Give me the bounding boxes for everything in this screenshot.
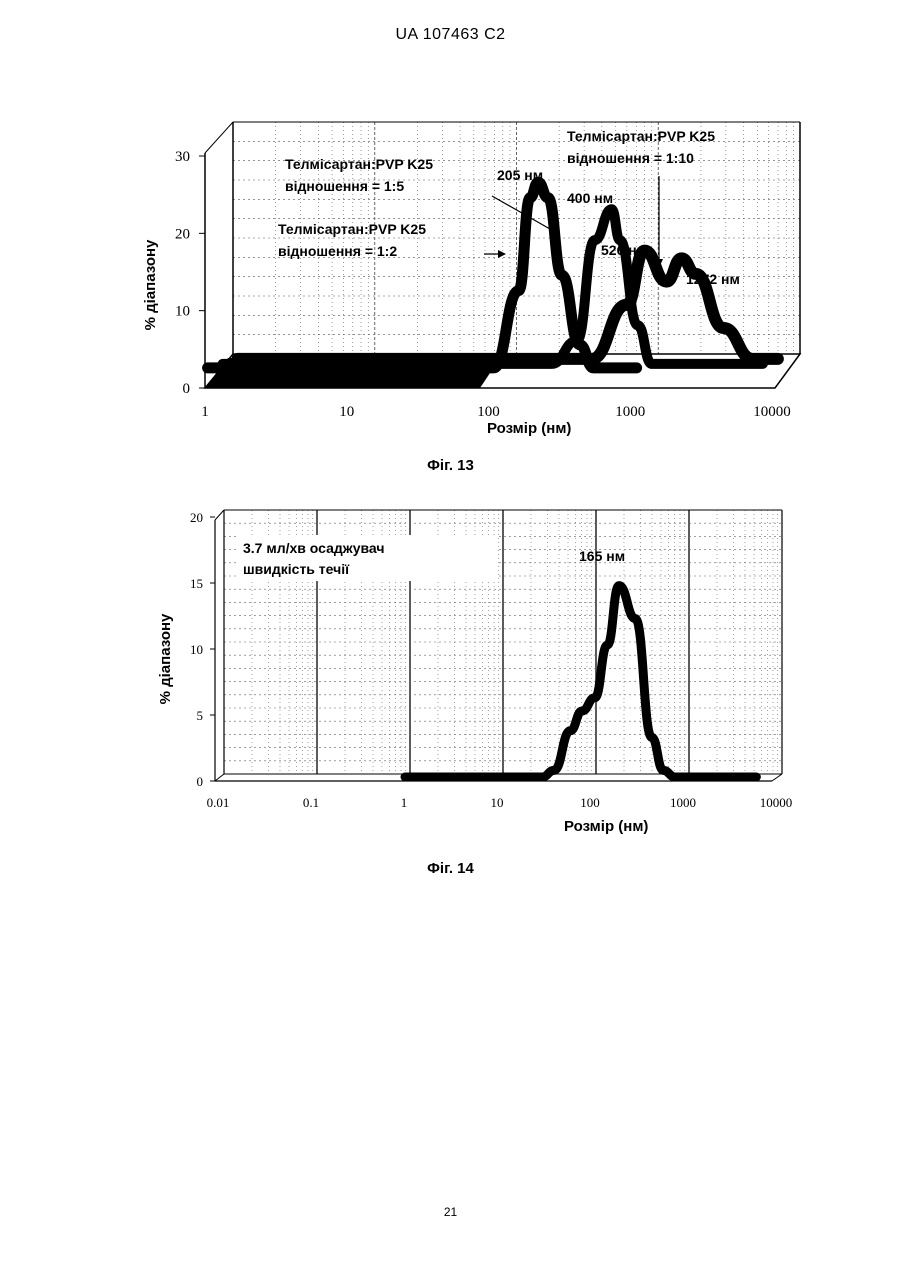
peak-label-1272: 1272 нм (686, 271, 740, 287)
x-tick-label: 10 (339, 404, 354, 420)
y-axis-ticks: 0 10 20 30 (175, 149, 205, 397)
y-tick-label: 20 (190, 510, 203, 525)
x-tick-label: 10000 (753, 404, 791, 420)
x-tick-label: 10000 (760, 795, 793, 810)
figure-14-chart: 0 5 10 15 20 0.01 0.1 1 10 100 1000 10000 Розмір (… (0, 495, 901, 855)
x-axis-label: Розмір (нм) (564, 818, 648, 835)
y-axis-label: % діапазону (142, 239, 159, 330)
x-tick-label: 100 (580, 795, 600, 810)
x-tick-label: 10 (491, 795, 504, 810)
figure-14-caption: Фіг. 14 (0, 860, 901, 877)
y-tick-label: 30 (175, 149, 190, 165)
chart-floor-band (205, 358, 500, 388)
y-tick-label: 10 (190, 642, 203, 657)
y-axis-label: % діапазону (157, 613, 174, 704)
y-axis-ticks: 0 5 10 15 20 (190, 510, 215, 789)
x-axis-ticks: 0.01 0.1 1 10 100 1000 10000 (207, 795, 793, 810)
x-axis-ticks: 1 10 100 1000 10000 (201, 404, 791, 420)
page-number: 21 (0, 1205, 901, 1219)
annotation-line: Телмісартан:PVP K25 (285, 156, 433, 172)
figure-13-caption: Фіг. 13 (0, 457, 901, 474)
y-tick-label: 5 (197, 708, 204, 723)
annotation-line: відношення = 1:2 (278, 243, 397, 259)
x-tick-label: 1000 (670, 795, 696, 810)
annotation-line: Телмісартан:PVP K25 (567, 128, 715, 144)
annotation-line: 3.7 мл/хв осаджувач (243, 540, 384, 556)
annotation-line: відношення = 1:10 (567, 150, 694, 166)
x-tick-label: 1 (401, 795, 408, 810)
y-tick-label: 10 (175, 304, 190, 320)
x-tick-label: 100 (477, 404, 500, 420)
y-tick-label: 15 (190, 576, 203, 591)
x-tick-label: 0.01 (207, 795, 230, 810)
peak-label-526: 526 нм (601, 242, 647, 258)
x-tick-label: 0.1 (303, 795, 319, 810)
series-line (405, 586, 756, 777)
peak-label-165: 165 нм (579, 548, 625, 564)
x-axis-label: Розмір (нм) (487, 420, 571, 437)
peak-label-205: 205 нм (497, 167, 543, 183)
chart-series (405, 586, 756, 777)
y-tick-label: 20 (175, 226, 190, 242)
annotation-ratio-1-10: Телмісартан:PVP K25 відношення = 1:10 (567, 128, 715, 166)
annotation-ratio-1-2: Телмісартан:PVP K25 відношення = 1:2 (278, 221, 426, 259)
x-tick-label: 1 (201, 404, 209, 420)
y-tick-label: 0 (197, 774, 204, 789)
annotation-line: швидкість течії (243, 561, 350, 577)
y-tick-label: 0 (183, 381, 191, 397)
peak-label-400: 400 нм (567, 190, 613, 206)
annotation-line: Телмісартан:PVP K25 (278, 221, 426, 237)
annotation-line: відношення = 1:5 (285, 178, 404, 194)
figure-13-chart: 0 10 20 30 1 10 100 1000 10000 Розмір (нм) % ді… (0, 0, 901, 450)
annotation-ratio-1-5: Телмісартан:PVP K25 відношення = 1:5 (285, 156, 433, 194)
x-tick-label: 1000 (615, 404, 645, 420)
